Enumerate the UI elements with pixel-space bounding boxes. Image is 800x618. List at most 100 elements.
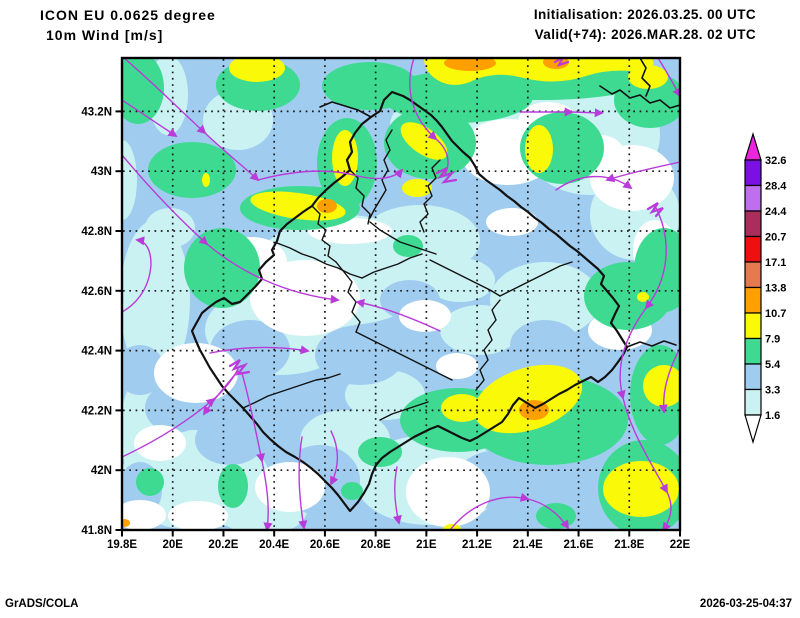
contour-fill-region <box>122 519 130 527</box>
streamline <box>605 161 680 183</box>
contour-fill-region <box>486 208 538 236</box>
boundary-line <box>355 331 453 381</box>
colorbar-segment <box>744 363 762 391</box>
x-tick-label: 21E <box>416 539 437 551</box>
contour-fill-region <box>317 199 337 213</box>
streamline <box>209 345 310 355</box>
valid-time: Valid(+74): 2026.MAR.28. 02 UTC <box>534 27 756 42</box>
contour-fill-region <box>436 353 478 379</box>
boundary-line <box>599 85 680 109</box>
contour-fill-region <box>441 394 483 422</box>
y-tick-label: 41.8N <box>81 525 112 537</box>
colorbar-segment <box>744 312 762 340</box>
contour-fill-region <box>122 345 165 395</box>
x-tick-label: 20.2E <box>208 539 238 551</box>
contour-fill-region <box>399 300 451 332</box>
streamline <box>257 168 404 181</box>
contour-fill-region <box>402 179 432 197</box>
boundary-line <box>626 340 677 348</box>
colorbar-level-label: 7.9 <box>765 334 780 346</box>
streamline <box>261 460 273 530</box>
streamline <box>555 175 633 191</box>
streamline <box>122 236 152 313</box>
streamline <box>644 207 667 310</box>
streamline <box>330 430 339 486</box>
contour-fill-region <box>184 228 260 308</box>
streamline <box>204 132 260 182</box>
y-tick-label: 43.2N <box>81 106 112 118</box>
boundary-line <box>349 169 371 225</box>
colorbar-segment <box>744 184 762 212</box>
streamline <box>661 491 672 530</box>
streamline <box>435 167 458 184</box>
colorbar-segment <box>744 235 762 263</box>
political-boundaries <box>190 58 680 513</box>
colorbar-segment <box>744 337 762 365</box>
streamline <box>241 372 265 463</box>
boundary-line <box>311 205 337 263</box>
boundary-line <box>369 221 437 255</box>
streamline <box>409 58 438 141</box>
contour-fill-region <box>168 501 228 530</box>
colorbar-level-label: 1.6 <box>765 410 780 422</box>
x-tick-label: 21.8E <box>614 539 644 551</box>
boundary-line <box>361 253 423 279</box>
contour-fill-region <box>525 125 553 173</box>
contour-fill-region <box>136 468 164 496</box>
contour-fill-region <box>122 220 190 380</box>
colorbar-level-label: 24.4 <box>765 206 787 218</box>
colorbar-segment <box>744 261 762 289</box>
wind-speed-filled-contours <box>122 58 680 530</box>
boundary-line <box>276 242 363 279</box>
streamline <box>616 307 647 400</box>
lat-lon-gridlines <box>123 59 679 529</box>
contour-fill-region <box>148 142 236 198</box>
contour-fill-region <box>543 58 569 69</box>
contour-fill-region <box>229 58 285 82</box>
x-tick-label: 22E <box>670 539 691 551</box>
colorbar-arrow-top <box>744 131 762 161</box>
x-tick-label: 19.8E <box>107 539 137 551</box>
streamline <box>122 154 209 246</box>
boundary-line <box>499 261 573 297</box>
boundary-line <box>639 58 651 97</box>
contour-fill-region <box>393 235 423 257</box>
colorbar-level-label: 10.7 <box>765 308 786 320</box>
colorbar-level-label: 32.6 <box>765 155 786 167</box>
boundary-line <box>475 299 501 391</box>
plot-frame <box>120 56 682 532</box>
contour-fill-region <box>440 305 520 355</box>
contour-fill-region <box>637 292 649 302</box>
model-title: ICON EU 0.0625 degree <box>40 7 216 23</box>
creation-timestamp: 2026-03-25-04:37 <box>699 598 792 610</box>
contour-fill-region <box>490 262 600 338</box>
streamline <box>122 99 178 138</box>
colorbar-arrow-bottom <box>744 414 762 445</box>
y-tick-label: 42.2N <box>81 405 112 417</box>
contour-fill-region <box>584 262 672 330</box>
streamline <box>206 243 340 304</box>
contour-fill-region <box>510 320 580 370</box>
contour-fill-region <box>122 58 164 124</box>
x-axis: 19.8E 20E 20.2E 20.4E 20.6E 20.8E 21E 21.2E 21.4… <box>107 530 691 551</box>
contour-fill-region <box>195 415 265 465</box>
colorbar-level-label: 17.1 <box>765 257 786 269</box>
contour-fill-region <box>218 464 248 508</box>
colorbar-level-label: 20.7 <box>765 232 786 244</box>
colorbar-level-label: 28.4 <box>765 181 787 193</box>
contour-fill-region <box>603 461 679 517</box>
streamline <box>527 498 569 530</box>
boundary-line <box>242 373 341 409</box>
streamline <box>449 492 530 530</box>
contour-fill-region <box>122 500 166 530</box>
contour-fill-region <box>202 173 210 187</box>
streamline <box>228 359 251 376</box>
boundary-line <box>369 129 393 219</box>
contour-fill-region <box>358 437 402 467</box>
colorbar-segment <box>744 388 762 416</box>
boundary-line <box>379 401 429 421</box>
streamline <box>298 436 308 530</box>
y-tick-label: 42N <box>91 465 112 477</box>
